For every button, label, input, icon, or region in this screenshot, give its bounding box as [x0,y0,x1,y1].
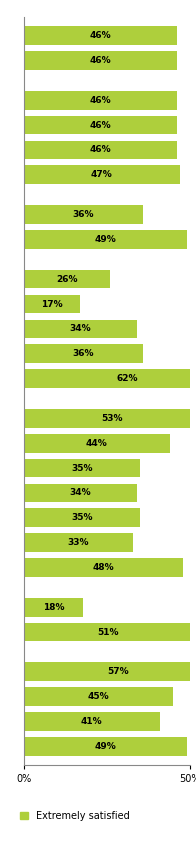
Text: 26%: 26% [56,275,78,284]
Bar [24,26,177,45]
Text: 41%: 41% [81,717,103,726]
Bar [24,558,183,577]
Text: 36%: 36% [73,210,94,219]
Bar [24,51,177,70]
Text: 46%: 46% [89,121,111,129]
Text: 49%: 49% [94,742,116,751]
Bar [24,344,143,363]
Text: 34%: 34% [69,489,91,497]
Bar [24,269,110,288]
Bar [24,320,137,338]
Bar [24,116,177,134]
Bar [24,434,170,452]
Text: 36%: 36% [73,349,94,358]
Bar [24,91,177,110]
Text: 49%: 49% [94,235,116,244]
Bar [24,369,196,388]
Text: 18%: 18% [43,603,64,612]
Bar [24,533,133,552]
Bar [24,205,143,224]
Text: 46%: 46% [89,56,111,65]
Bar [24,484,137,502]
Text: 34%: 34% [69,325,91,333]
Text: 33%: 33% [68,538,89,547]
Bar [24,737,187,756]
Text: 48%: 48% [93,563,114,572]
Text: 62%: 62% [116,374,138,383]
Text: 47%: 47% [91,170,113,179]
Text: 44%: 44% [86,439,108,448]
Bar [24,623,193,642]
Bar [24,662,196,681]
Text: 57%: 57% [108,667,129,677]
Text: 46%: 46% [89,145,111,155]
Bar [24,409,196,428]
Bar [24,688,173,706]
Bar [24,459,140,478]
Bar [24,140,177,159]
Text: 46%: 46% [89,31,111,40]
Text: 35%: 35% [71,513,93,522]
Bar [24,508,140,527]
Text: 53%: 53% [101,414,122,422]
Bar [24,598,83,616]
Bar [24,230,187,249]
Text: 51%: 51% [98,627,119,637]
Text: 45%: 45% [88,692,109,701]
Text: 35%: 35% [71,463,93,473]
Legend: Extremely satisfied: Extremely satisfied [20,811,129,821]
Bar [24,712,160,731]
Text: 17%: 17% [41,299,63,309]
Bar [24,295,80,314]
Text: 46%: 46% [89,96,111,105]
Bar [24,166,180,184]
